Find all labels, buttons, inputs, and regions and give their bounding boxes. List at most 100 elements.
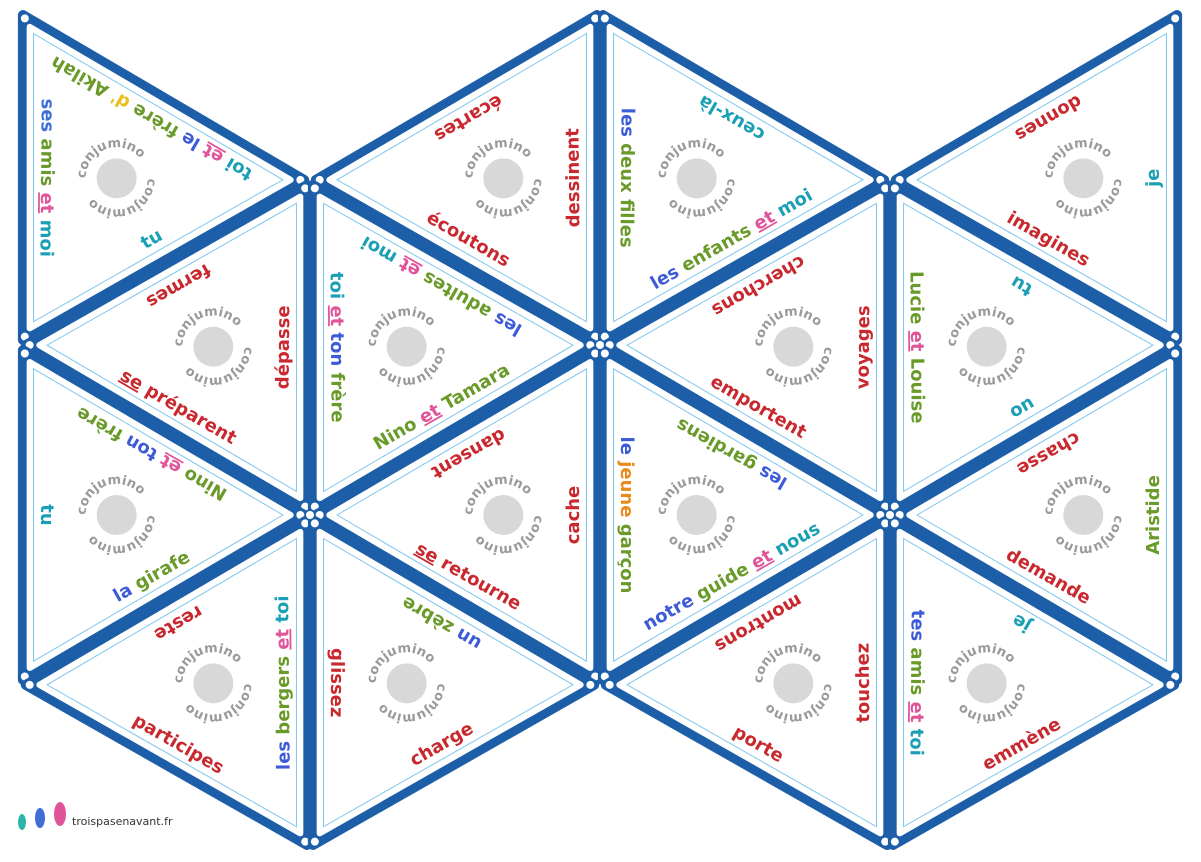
- tile-inner-line: [626, 202, 877, 493]
- corner-dot: [890, 519, 899, 528]
- corner-dot: [586, 680, 595, 689]
- corner-dot: [25, 680, 34, 689]
- corner-dot: [600, 349, 609, 358]
- word: et: [272, 628, 293, 649]
- corner-dot: [881, 184, 890, 193]
- word: touchez: [853, 643, 875, 723]
- corner-dot: [310, 502, 319, 511]
- edge-label: les deux filles: [615, 108, 637, 248]
- logo-disc: [966, 663, 1007, 704]
- corner-dot: [315, 511, 324, 519]
- corner-dot: [296, 511, 305, 519]
- edge-label: glissez: [326, 648, 348, 718]
- corner-dot: [591, 14, 600, 23]
- edge-label: touchez: [853, 643, 875, 723]
- word: Aristide: [1143, 475, 1164, 555]
- tile-inner-line: [613, 32, 864, 323]
- edge-label: Aristide: [1143, 475, 1164, 555]
- corner-dot: [1166, 680, 1175, 689]
- logo-disc: [773, 663, 814, 704]
- corner-dot: [315, 175, 324, 184]
- corner-dot: [1166, 341, 1175, 350]
- tile-inner-line: [323, 202, 574, 493]
- corner-dot: [890, 184, 899, 193]
- tile-face: [896, 528, 1164, 837]
- tile-face: [616, 193, 884, 502]
- tile-face: [906, 23, 1174, 332]
- logo-disc: [1063, 495, 1104, 535]
- word: les: [273, 741, 294, 770]
- edge-label: voyages: [853, 305, 875, 389]
- edge-label: je: [1143, 168, 1164, 188]
- junction-star: [306, 511, 314, 519]
- word: et: [326, 305, 347, 326]
- junction-star: [886, 511, 894, 519]
- footer-logo: troispasenavant.fr: [18, 802, 173, 830]
- word: voyages: [853, 305, 875, 389]
- word: garçon: [616, 524, 637, 594]
- tile-face: [326, 359, 594, 671]
- logo-disc: [386, 326, 427, 367]
- tile-face: [906, 359, 1174, 671]
- logo-disc: [1063, 158, 1104, 199]
- tile-face: [36, 193, 304, 502]
- word: dépasse: [273, 305, 295, 389]
- word: deux: [616, 143, 637, 193]
- corner-dot: [895, 175, 904, 184]
- tile-inner-line: [916, 367, 1167, 663]
- corner-dot: [600, 14, 609, 23]
- tile-inner-line: [336, 367, 587, 663]
- logo-disc: [676, 495, 717, 535]
- corner-dot: [890, 837, 899, 846]
- corner-dot: [591, 332, 600, 341]
- logo-disc: [96, 495, 137, 535]
- corner-dot: [1171, 14, 1180, 23]
- corner-dot: [1171, 332, 1180, 341]
- corner-dot: [301, 502, 310, 511]
- tile-face: [606, 359, 874, 671]
- tile-face: [896, 193, 1164, 502]
- word: toi: [325, 272, 346, 299]
- corner-dot: [20, 672, 29, 681]
- corner-dot: [296, 175, 305, 184]
- tile-face: [326, 23, 594, 332]
- word: Lucie: [905, 271, 926, 325]
- corner-dot: [310, 184, 319, 193]
- corner-dot: [586, 341, 595, 350]
- corner-dot: [600, 332, 609, 341]
- tile-inner-line: [336, 32, 587, 323]
- tile-inner-line: [46, 537, 297, 828]
- edge-label: tu: [36, 504, 57, 525]
- word: bergers: [273, 656, 295, 735]
- word: amis: [36, 138, 57, 186]
- corner-dot: [301, 519, 310, 528]
- corner-dot: [20, 332, 29, 341]
- corner-dot: [310, 519, 319, 528]
- word: et: [906, 331, 927, 352]
- word: tu: [36, 504, 57, 525]
- footer-text: troispasenavant.fr: [72, 815, 173, 828]
- word: je: [1143, 168, 1164, 188]
- tile-face: [316, 193, 584, 502]
- corner-dot: [890, 502, 899, 511]
- corner-dot: [310, 837, 319, 846]
- word: glissez: [326, 648, 348, 718]
- tile-face: [26, 23, 294, 332]
- corner-dot: [20, 349, 29, 358]
- edge-label: les bergers et toi: [272, 595, 295, 770]
- edge-label: dépasse: [273, 305, 295, 389]
- word: et: [36, 192, 57, 213]
- tile-inner-line: [46, 202, 297, 493]
- tile-face: [316, 528, 584, 837]
- tile-face: [36, 528, 304, 837]
- tile-face: [616, 528, 884, 837]
